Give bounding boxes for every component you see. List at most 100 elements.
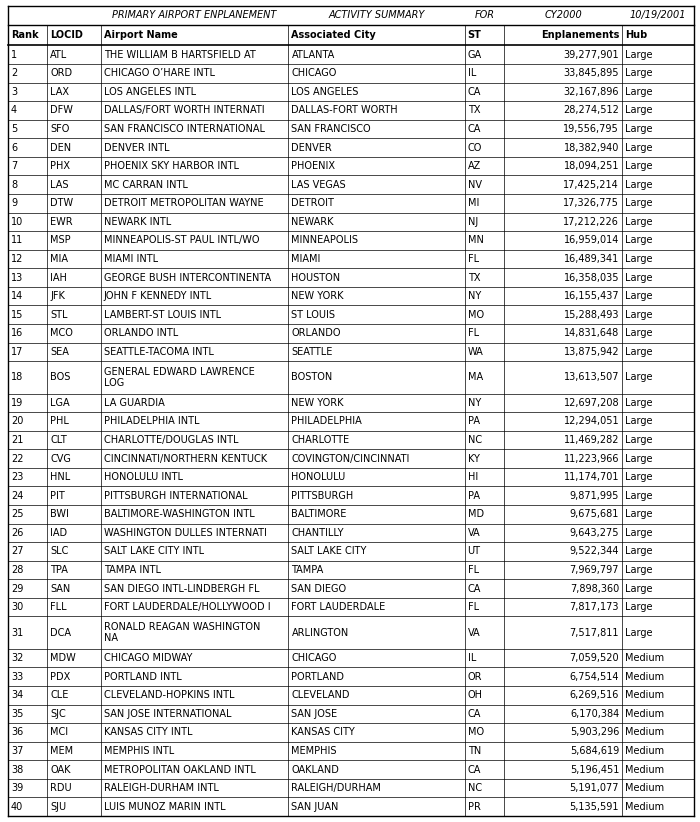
- Text: PHILADELPHIA INTL: PHILADELPHIA INTL: [104, 417, 200, 427]
- Text: PHL: PHL: [50, 417, 69, 427]
- Text: JOHN F KENNEDY INTL: JOHN F KENNEDY INTL: [104, 291, 212, 301]
- Text: Large: Large: [625, 347, 652, 357]
- Text: Large: Large: [625, 565, 652, 575]
- Text: Rank: Rank: [11, 30, 38, 40]
- Text: 40: 40: [11, 801, 23, 811]
- Text: SALT LAKE CITY: SALT LAKE CITY: [291, 547, 367, 556]
- Text: NEWARK INTL: NEWARK INTL: [104, 217, 171, 227]
- Text: Large: Large: [625, 198, 652, 208]
- Text: SJC: SJC: [50, 709, 66, 719]
- Text: 4: 4: [11, 105, 17, 115]
- Text: NY: NY: [468, 398, 481, 408]
- Text: KANSAS CITY INTL: KANSAS CITY INTL: [104, 727, 192, 737]
- Text: Medium: Medium: [625, 653, 664, 663]
- Text: 30: 30: [11, 603, 23, 612]
- Text: Large: Large: [625, 584, 652, 593]
- Text: CHICAGO: CHICAGO: [291, 68, 337, 78]
- Text: Associated City: Associated City: [291, 30, 376, 40]
- Text: Large: Large: [625, 628, 652, 638]
- Text: CHICAGO: CHICAGO: [291, 653, 337, 663]
- Text: HONOLULU INTL: HONOLULU INTL: [104, 472, 183, 483]
- Text: 2: 2: [11, 68, 18, 78]
- Text: VA: VA: [468, 528, 480, 538]
- Text: JFK: JFK: [50, 291, 65, 301]
- Text: RALEIGH-DURHAM INTL: RALEIGH-DURHAM INTL: [104, 783, 218, 793]
- Text: 28: 28: [11, 565, 23, 575]
- Text: 19,556,795: 19,556,795: [564, 124, 620, 134]
- Text: SAN JOSE: SAN JOSE: [291, 709, 337, 719]
- Text: 10: 10: [11, 217, 23, 227]
- Text: MA: MA: [468, 372, 483, 382]
- Text: NJ: NJ: [468, 217, 478, 227]
- Text: 11,469,282: 11,469,282: [564, 435, 620, 445]
- Text: CHARLOTTE: CHARLOTTE: [291, 435, 349, 445]
- Text: 7,898,360: 7,898,360: [570, 584, 620, 593]
- Text: BOS: BOS: [50, 372, 71, 382]
- Text: DFW: DFW: [50, 105, 74, 115]
- Text: CA: CA: [468, 87, 481, 97]
- Text: MO: MO: [468, 727, 484, 737]
- Text: PA: PA: [468, 417, 480, 427]
- Text: SAN FRANCISCO INTERNATIONAL: SAN FRANCISCO INTERNATIONAL: [104, 124, 265, 134]
- Text: HI: HI: [468, 472, 478, 483]
- Text: 7: 7: [11, 161, 18, 171]
- Text: COVINGTON/CINCINNATI: COVINGTON/CINCINNATI: [291, 454, 410, 464]
- Text: Large: Large: [625, 472, 652, 483]
- Text: LOG: LOG: [104, 377, 124, 387]
- Text: 5,135,591: 5,135,591: [570, 801, 620, 811]
- Text: HNL: HNL: [50, 472, 71, 483]
- Text: MIAMI INTL: MIAMI INTL: [104, 254, 158, 264]
- Text: MEM: MEM: [50, 746, 74, 756]
- Text: MO: MO: [468, 310, 484, 320]
- Text: 13,613,507: 13,613,507: [564, 372, 620, 382]
- Text: MN: MN: [468, 235, 484, 246]
- Text: Large: Large: [625, 217, 652, 227]
- Text: Large: Large: [625, 235, 652, 246]
- Text: IAH: IAH: [50, 273, 67, 283]
- Text: FORT LAUDERDALE/HOLLYWOOD I: FORT LAUDERDALE/HOLLYWOOD I: [104, 603, 270, 612]
- Text: CINCINNATI/NORTHERN KENTUCK: CINCINNATI/NORTHERN KENTUCK: [104, 454, 267, 464]
- Text: SJU: SJU: [50, 801, 66, 811]
- Text: 5,903,296: 5,903,296: [570, 727, 620, 737]
- Text: NEW YORK: NEW YORK: [291, 398, 344, 408]
- Text: LUIS MUNOZ MARIN INTL: LUIS MUNOZ MARIN INTL: [104, 801, 225, 811]
- Text: MCI: MCI: [50, 727, 69, 737]
- Text: 7,059,520: 7,059,520: [570, 653, 620, 663]
- Text: PITTSBURGH INTERNATIONAL: PITTSBURGH INTERNATIONAL: [104, 491, 247, 501]
- Text: 5,196,451: 5,196,451: [570, 764, 620, 774]
- Text: LOS ANGELES: LOS ANGELES: [291, 87, 359, 97]
- Text: 9,871,995: 9,871,995: [570, 491, 620, 501]
- Text: 16,489,341: 16,489,341: [564, 254, 620, 264]
- Text: Large: Large: [625, 254, 652, 264]
- Text: BWI: BWI: [50, 510, 69, 520]
- Text: 7,969,797: 7,969,797: [570, 565, 620, 575]
- Text: PHILADELPHIA: PHILADELPHIA: [291, 417, 362, 427]
- Text: RALEIGH/DURHAM: RALEIGH/DURHAM: [291, 783, 382, 793]
- Text: DETROIT: DETROIT: [291, 198, 335, 208]
- Text: PORTLAND: PORTLAND: [291, 672, 344, 681]
- Text: IL: IL: [468, 68, 476, 78]
- Text: TN: TN: [468, 746, 481, 756]
- Text: TPA: TPA: [50, 565, 69, 575]
- Text: CHANTILLY: CHANTILLY: [291, 528, 344, 538]
- Text: 8: 8: [11, 180, 17, 190]
- Text: ACTIVITY SUMMARY: ACTIVITY SUMMARY: [328, 11, 425, 21]
- Text: RDU: RDU: [50, 783, 72, 793]
- Text: 15,288,493: 15,288,493: [564, 310, 620, 320]
- Text: SALT LAKE CITY INTL: SALT LAKE CITY INTL: [104, 547, 204, 556]
- Text: CA: CA: [468, 764, 481, 774]
- Text: 24: 24: [11, 491, 23, 501]
- Text: PHX: PHX: [50, 161, 71, 171]
- Text: CA: CA: [468, 584, 481, 593]
- Text: GENERAL EDWARD LAWRENCE: GENERAL EDWARD LAWRENCE: [104, 367, 255, 377]
- Text: 6,170,384: 6,170,384: [570, 709, 620, 719]
- Text: THE WILLIAM B HARTSFIELD AT: THE WILLIAM B HARTSFIELD AT: [104, 50, 256, 60]
- Text: 16,358,035: 16,358,035: [564, 273, 620, 283]
- Text: CY2000: CY2000: [544, 11, 582, 21]
- Text: CA: CA: [468, 124, 481, 134]
- Text: 13,875,942: 13,875,942: [564, 347, 620, 357]
- Text: NV: NV: [468, 180, 482, 190]
- Text: CLT: CLT: [50, 435, 67, 445]
- Text: FLL: FLL: [50, 603, 67, 612]
- Text: Large: Large: [625, 547, 652, 556]
